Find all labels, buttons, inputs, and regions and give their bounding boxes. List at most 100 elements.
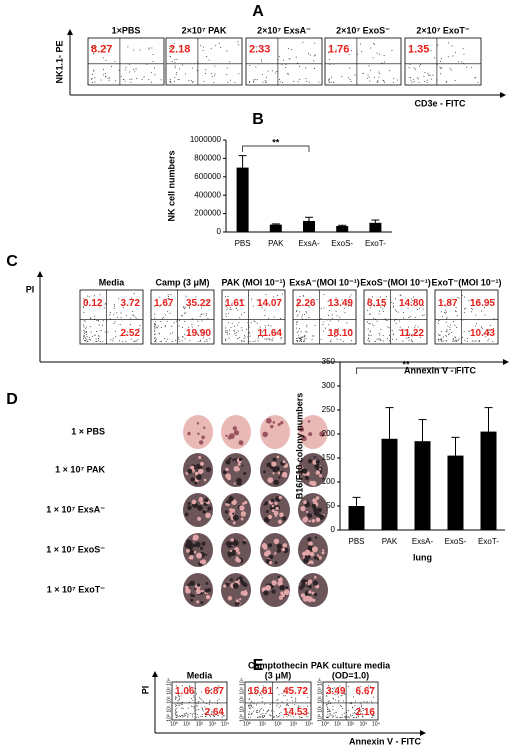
lung-spot xyxy=(277,422,281,427)
event-dot xyxy=(179,702,181,704)
event-dot xyxy=(185,714,187,716)
event-dot xyxy=(452,340,454,342)
event-dot xyxy=(83,312,85,314)
lung-spot xyxy=(232,459,235,462)
event-dot xyxy=(248,704,250,706)
event-dot xyxy=(187,707,189,709)
flow-plot xyxy=(87,37,165,86)
y-tick-label: 50 xyxy=(326,501,335,510)
event-dot xyxy=(255,691,256,692)
event-dot xyxy=(326,319,328,321)
event-dot xyxy=(252,305,254,307)
event-dot xyxy=(344,694,346,695)
event-dot xyxy=(135,340,137,342)
event-dot xyxy=(105,59,107,61)
event-dot xyxy=(154,340,155,342)
event-dot xyxy=(188,306,190,308)
event-dot xyxy=(446,311,447,313)
event-dot xyxy=(187,716,189,718)
event-dot xyxy=(371,713,373,715)
plot-title: PAK culture media xyxy=(311,660,391,670)
event-dot xyxy=(177,694,179,696)
event-dot xyxy=(449,326,451,328)
event-dot xyxy=(332,709,334,710)
event-dot xyxy=(83,335,84,337)
event-dot xyxy=(281,692,283,694)
event-dot xyxy=(202,332,204,334)
event-dot xyxy=(409,77,411,78)
event-dot xyxy=(402,312,404,313)
event-dot xyxy=(259,710,261,712)
lung-spot xyxy=(207,588,212,593)
event-dot xyxy=(422,314,424,316)
event-dot xyxy=(362,707,364,709)
event-dot xyxy=(194,710,196,712)
event-dot xyxy=(298,336,300,338)
event-dot xyxy=(308,317,310,319)
event-dot xyxy=(248,332,250,333)
lung-spot xyxy=(282,460,286,464)
lung-spot xyxy=(278,476,281,479)
lung-spot xyxy=(244,500,248,505)
event-dot xyxy=(272,700,274,702)
event-dot xyxy=(370,700,372,702)
event-dot xyxy=(280,711,282,713)
lung-spot xyxy=(303,500,307,505)
event-dot xyxy=(268,714,270,716)
event-dot xyxy=(395,298,397,300)
event-dot xyxy=(210,73,212,75)
event-dot xyxy=(209,700,211,702)
lung-spot xyxy=(319,431,325,437)
event-dot xyxy=(445,334,447,336)
event-dot xyxy=(191,698,193,699)
event-dot xyxy=(230,308,232,310)
event-dot xyxy=(442,315,444,317)
lung-spot xyxy=(301,435,307,442)
event-dot xyxy=(476,323,478,325)
event-dot xyxy=(148,48,150,50)
event-dot xyxy=(411,81,413,83)
event-dot xyxy=(475,340,477,342)
event-dot xyxy=(341,716,343,718)
event-dot xyxy=(196,69,198,71)
event-dot xyxy=(104,73,106,75)
event-dot xyxy=(407,307,409,309)
event-dot xyxy=(158,296,160,298)
event-dot xyxy=(370,334,372,336)
event-dot xyxy=(393,81,394,83)
event-dot xyxy=(202,710,204,712)
event-dot xyxy=(336,693,338,695)
event-dot xyxy=(471,340,473,342)
lung-spot xyxy=(318,474,323,478)
y-axis-label: B16/F10 colony numbers xyxy=(294,393,304,500)
axis-label: Annexin V - FITC xyxy=(349,736,422,746)
event-dot xyxy=(261,49,263,51)
event-dot xyxy=(198,701,200,703)
event-dot xyxy=(253,81,255,83)
event-dot xyxy=(371,715,373,717)
event-dot xyxy=(279,713,280,714)
event-dot xyxy=(279,330,281,332)
event-dot xyxy=(260,716,262,718)
event-dot xyxy=(169,312,171,314)
event-dot xyxy=(194,706,196,708)
event-dot xyxy=(179,704,181,706)
event-dot xyxy=(279,81,281,83)
panel-label: C xyxy=(6,253,18,270)
quadrant-value: 2.16 xyxy=(356,707,376,718)
event-dot xyxy=(371,323,373,325)
event-dot xyxy=(189,686,190,688)
event-dot xyxy=(111,65,112,67)
event-dot xyxy=(307,705,309,707)
quadrant-value: 14.80 xyxy=(399,298,424,309)
event-dot xyxy=(299,705,301,707)
event-dot xyxy=(398,320,400,322)
event-dot xyxy=(379,310,380,312)
lung-spot xyxy=(187,583,191,587)
event-dot xyxy=(283,695,284,697)
event-dot xyxy=(290,715,292,717)
y-tick-label: 250 xyxy=(322,405,336,414)
event-dot xyxy=(199,697,200,699)
event-dot xyxy=(114,330,116,332)
event-dot xyxy=(415,68,416,70)
